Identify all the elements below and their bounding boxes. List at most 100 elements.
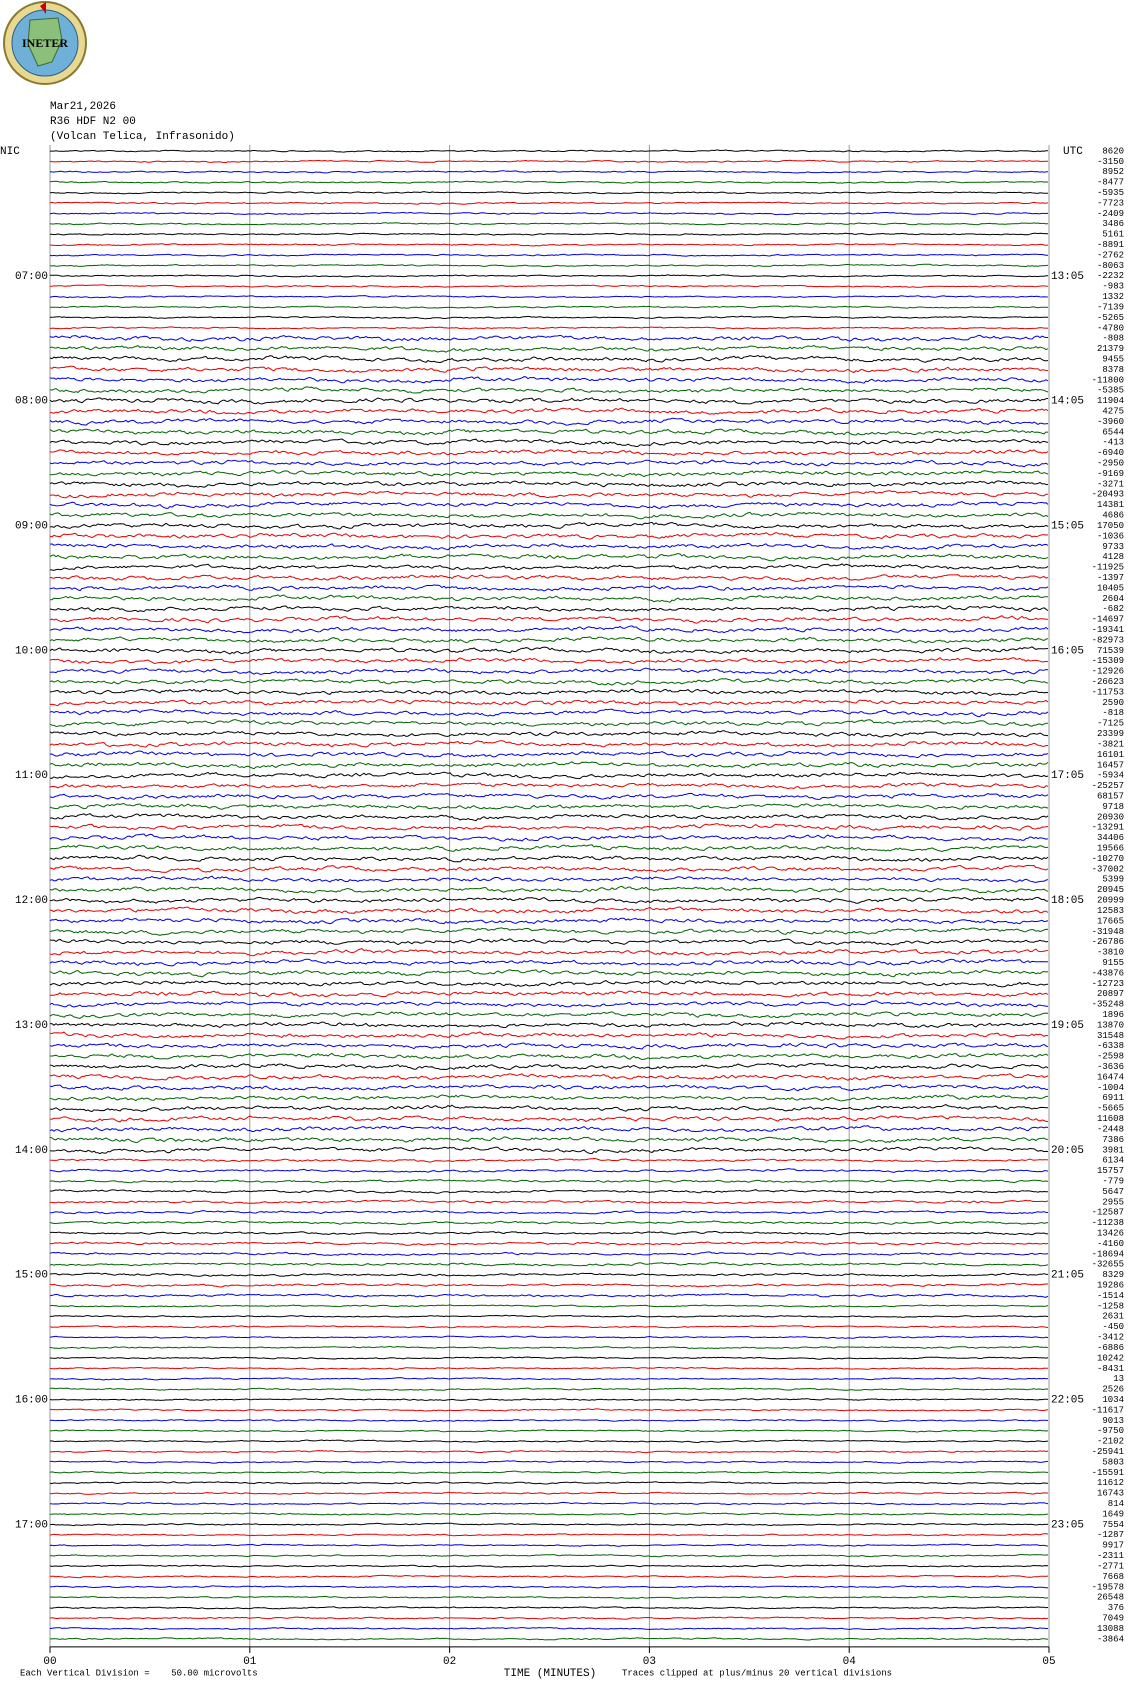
left-hour: 07:00: [15, 271, 48, 283]
trace-offset: 13870: [1097, 1020, 1124, 1030]
trace: [49, 417, 1049, 426]
trace-offset: 26548: [1097, 1593, 1124, 1603]
trace: [49, 740, 1049, 748]
trace: [49, 490, 1049, 499]
trace-offset: -5265: [1097, 313, 1124, 323]
trace: [50, 1230, 1049, 1236]
trace-offset: -5934: [1097, 771, 1124, 781]
trace-offset: 5803: [1102, 1457, 1124, 1467]
trace: [49, 1073, 1049, 1081]
trace-offset: 20930: [1097, 812, 1124, 822]
trace-offset: -2448: [1097, 1124, 1124, 1134]
left-hour: 16:00: [15, 1395, 48, 1407]
trace-offset: 19286: [1097, 1281, 1124, 1291]
trace: [49, 1345, 1049, 1350]
trace-offset: 2604: [1102, 594, 1124, 604]
trace: [49, 1125, 1049, 1133]
trace: [49, 1533, 1049, 1537]
trace: [49, 326, 1049, 330]
trace-offset: -5935: [1097, 188, 1124, 198]
trace: [50, 315, 1049, 320]
x-tick-label: 04: [843, 1656, 857, 1668]
left-hour: 15:00: [15, 1270, 48, 1282]
trace: [49, 584, 1049, 592]
trace: [49, 211, 1049, 216]
trace-offset: 9013: [1102, 1416, 1124, 1426]
trace-offset: 20945: [1097, 885, 1124, 895]
trace-offset: 2590: [1102, 698, 1124, 708]
trace-offset: 3486: [1102, 219, 1124, 229]
trace: [49, 1282, 1049, 1288]
trace-offset: 4128: [1102, 552, 1124, 562]
trace: [49, 730, 1049, 738]
trace-offset: -26623: [1092, 677, 1124, 687]
trace-offset: 16474: [1097, 1072, 1124, 1082]
trace: [49, 552, 1049, 562]
trace: [49, 771, 1049, 780]
trace: [49, 1241, 1049, 1246]
trace-offset: -1397: [1097, 573, 1124, 583]
trace-offset: 12583: [1097, 906, 1124, 916]
trace: [49, 501, 1049, 510]
trace: [49, 813, 1049, 822]
trace-offset: -4160: [1097, 1239, 1124, 1249]
trace-offset: -4780: [1097, 323, 1124, 333]
trace-offset: -2311: [1097, 1551, 1124, 1561]
trace-offset: 9917: [1102, 1541, 1124, 1551]
trace: [49, 646, 1049, 655]
trace-offset: -11617: [1092, 1405, 1124, 1415]
trace-offset: -1036: [1097, 531, 1124, 541]
trace-offset: 814: [1108, 1499, 1124, 1509]
trace-offset: -6940: [1097, 448, 1124, 458]
trace: [49, 823, 1049, 831]
trace: [49, 284, 1049, 288]
trace-offset: -19578: [1092, 1582, 1124, 1592]
trace: [49, 657, 1049, 664]
trace: [49, 563, 1049, 571]
trace-offset: 5399: [1102, 875, 1124, 885]
trace: [49, 1210, 1049, 1215]
right-hour: 14:05: [1051, 396, 1084, 408]
trace: [49, 1626, 1048, 1631]
trace-offset: -2598: [1097, 1052, 1124, 1062]
trace: [49, 699, 1049, 707]
trace: [49, 1387, 1049, 1391]
left-hour: 17:00: [15, 1519, 48, 1531]
trace-offset: -11925: [1092, 563, 1124, 573]
trace: [50, 274, 1048, 278]
trace-offset: -15591: [1092, 1468, 1124, 1478]
trace: [49, 365, 1049, 374]
trace: [49, 1325, 1049, 1329]
trace-offset: -5665: [1097, 1104, 1124, 1114]
trace-offset: -818: [1102, 708, 1124, 718]
trace-offset: 15757: [1097, 1166, 1124, 1176]
trace-offset: 34406: [1097, 833, 1124, 843]
trace: [49, 1439, 1049, 1444]
trace-offset: -37002: [1092, 864, 1124, 874]
trace: [49, 1429, 1049, 1433]
trace-offset: 11612: [1097, 1478, 1124, 1488]
trace-offset: 5161: [1102, 230, 1124, 240]
trace: [49, 917, 1049, 925]
trace: [49, 1220, 1049, 1226]
trace: [49, 844, 1049, 853]
trace: [49, 938, 1049, 946]
trace-offset: -3810: [1097, 948, 1124, 958]
trace: [49, 1449, 1049, 1454]
trace-offset: 9455: [1102, 354, 1124, 364]
trace: [49, 636, 1049, 644]
trace: [49, 542, 1049, 551]
trace: [49, 1304, 1049, 1308]
trace-offset: -12587: [1092, 1208, 1124, 1218]
trace-offset: -5385: [1097, 386, 1124, 396]
trace-offset: -3960: [1097, 417, 1124, 427]
trace: [49, 1366, 1049, 1370]
trace: [49, 1115, 1049, 1123]
left-hour: 13:00: [15, 1020, 48, 1032]
trace-offset: 13: [1113, 1374, 1124, 1384]
trace: [49, 958, 1049, 967]
trace-offset: 9718: [1102, 802, 1124, 812]
trace-offset: -682: [1102, 604, 1124, 614]
trace: [49, 480, 1049, 488]
trace-offset: 68157: [1097, 791, 1124, 801]
